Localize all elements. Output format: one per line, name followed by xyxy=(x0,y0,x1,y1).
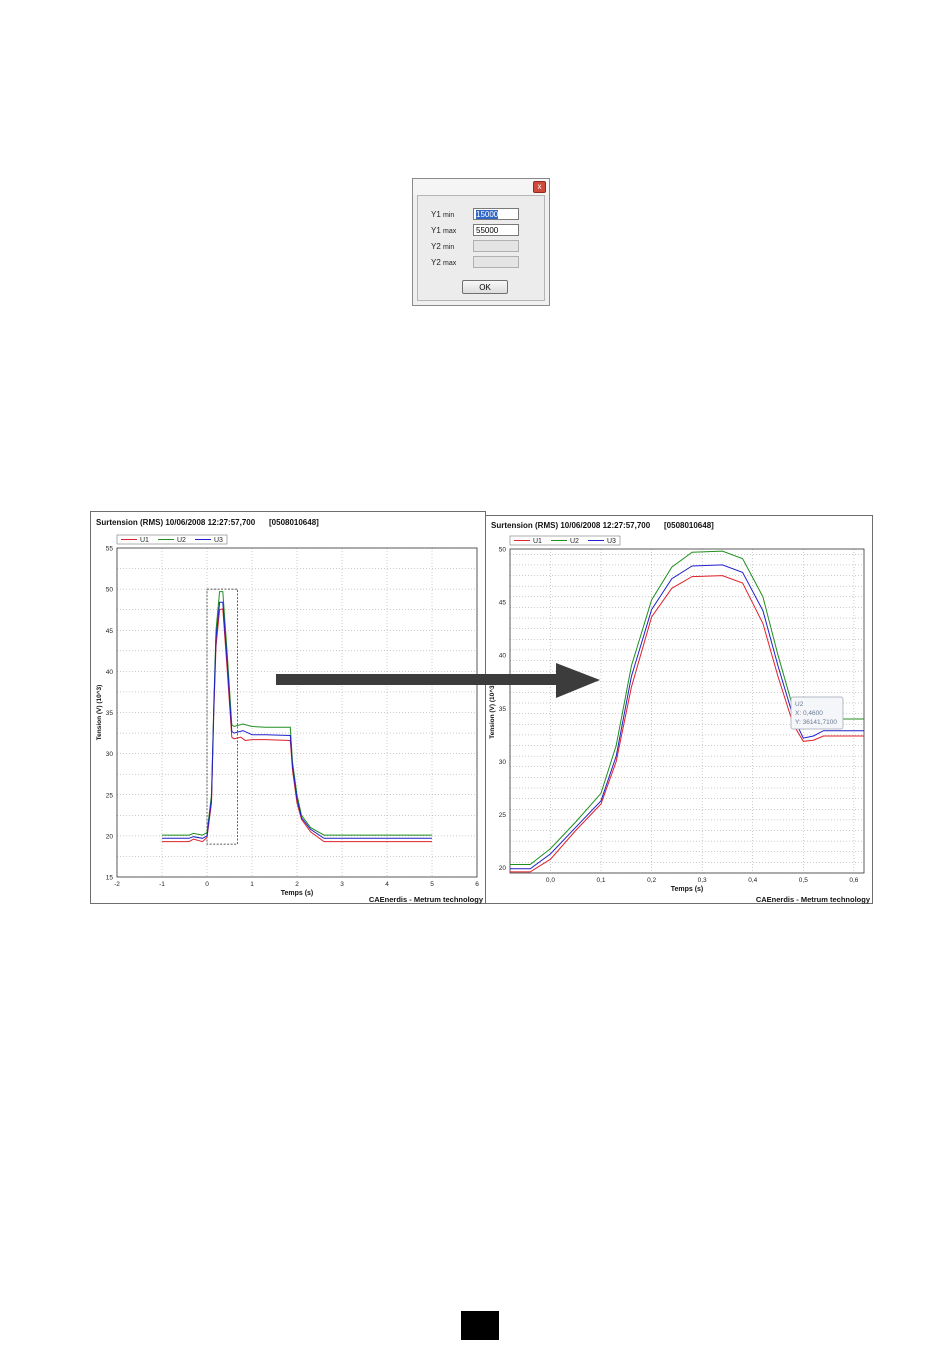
chart-footer: CAEnerdis - Metrum technology xyxy=(756,895,871,904)
x-axis-label: Temps (s) xyxy=(671,886,704,893)
zoom-selection-box xyxy=(206,588,238,845)
chart-panel-full: Surtension (RMS) 10/06/2008 12:27:57,700… xyxy=(90,511,486,904)
y-tick-label: 40 xyxy=(106,669,114,676)
arrow-head xyxy=(556,663,600,698)
x-tick-label: 6 xyxy=(475,881,479,888)
chart-title: Surtension (RMS) 10/06/2008 12:27:57,700 xyxy=(491,521,651,530)
chart-grid xyxy=(116,547,478,878)
chart-serial: [0508010648] xyxy=(269,518,319,527)
dialog-body: Y1 min 15000 Y1 max 55000 Y2 min Y2 max … xyxy=(417,195,545,301)
y-tick-label: 35 xyxy=(499,706,507,713)
data-tooltip: U2 X: 0,4600 Y: 36141,7100 xyxy=(790,696,844,730)
x-tick-label: 0,6 xyxy=(849,877,858,884)
x-tick-label: 0,4 xyxy=(748,877,757,884)
chart-title: Surtension (RMS) 10/06/2008 12:27:57,700 xyxy=(96,518,256,527)
dialog-titlebar: x xyxy=(413,179,549,195)
y-tick-label: 20 xyxy=(499,865,507,872)
x-tick-label: 0,5 xyxy=(799,877,808,884)
chart-legend: U1 U2 U3 xyxy=(509,535,621,546)
y-tick-label: 35 xyxy=(106,710,114,717)
ok-button[interactable]: OK xyxy=(462,280,508,294)
x-tick-label: 2 xyxy=(295,881,299,888)
y1-max-row: Y1 max 55000 xyxy=(431,224,541,238)
tooltip-box xyxy=(790,696,844,730)
chart-zoomed-view: Surtension (RMS) 10/06/2008 12:27:57,700… xyxy=(488,521,871,904)
y-tick-label: 50 xyxy=(499,547,507,554)
y-tick-label: 25 xyxy=(499,812,507,819)
x-axis-label: Temps (s) xyxy=(281,890,314,897)
y1-max-label: Y1 max xyxy=(431,226,457,235)
series-line-u2 xyxy=(162,591,432,836)
axis-ticks: 20 25 30 35 40 45 50 0,0 0,1 0,2 0,3 0,4 0,5 0,6 xyxy=(499,547,859,885)
y1-min-label: Y1 min xyxy=(431,210,455,219)
legend-label-u3: U3 xyxy=(214,537,223,544)
axis-limits-dialog: x Y1 min 15000 Y1 max 55000 Y2 min Y2 ma… xyxy=(412,178,550,306)
chart-serial: [0508010648] xyxy=(664,521,714,530)
zoom-arrow-icon xyxy=(276,663,600,698)
legend-label-u2: U2 xyxy=(177,537,186,544)
series-line-u1 xyxy=(510,575,864,873)
plot-area-frame xyxy=(116,547,478,878)
chart-panel-zoom: Surtension (RMS) 10/06/2008 12:27:57,700… xyxy=(485,515,873,904)
x-tick-label: -1 xyxy=(159,881,165,888)
page-number-box xyxy=(461,1311,499,1340)
tooltip-x: X: 0,4600 xyxy=(795,710,823,717)
series-line-u3 xyxy=(162,601,432,839)
y2-max-row: Y2 max xyxy=(431,256,541,270)
y1-max-input[interactable]: 55000 xyxy=(473,224,519,236)
x-tick-label: 0,1 xyxy=(597,877,606,884)
y-tick-label: 55 xyxy=(106,546,114,553)
x-tick-label: 3 xyxy=(340,881,344,888)
y-tick-label: 40 xyxy=(499,653,507,660)
legend-label-u1: U1 xyxy=(533,538,542,545)
y1-min-row: Y1 min 15000 xyxy=(431,208,541,222)
y-tick-label: 30 xyxy=(106,751,114,758)
y-tick-label: 25 xyxy=(106,792,114,799)
series-line-u1 xyxy=(162,608,432,843)
y-axis-label: Tension (V) (10^3) xyxy=(488,683,496,739)
legend-label-u2: U2 xyxy=(570,538,579,545)
tooltip-y: Y: 36141,7100 xyxy=(795,719,837,726)
y2-min-input xyxy=(473,240,519,252)
y-tick-label: 45 xyxy=(106,628,114,635)
legend-label-u3: U3 xyxy=(607,538,616,545)
chart-legend: U1 U2 U3 xyxy=(116,534,228,545)
y2-max-label: Y2 max xyxy=(431,258,457,267)
tooltip-series: U2 xyxy=(795,701,804,708)
x-tick-label: 0,0 xyxy=(546,877,555,884)
y2-min-label: Y2 min xyxy=(431,242,455,251)
legend-label-u1: U1 xyxy=(140,537,149,544)
x-tick-label: 4 xyxy=(385,881,389,888)
y-tick-label: 50 xyxy=(106,587,114,594)
arrow-shaft xyxy=(276,674,560,685)
series-line-u3 xyxy=(510,564,864,870)
x-tick-label: 0,2 xyxy=(647,877,656,884)
y-tick-label: 15 xyxy=(106,875,114,882)
plot-area-frame xyxy=(509,548,865,874)
x-tick-label: 5 xyxy=(430,881,434,888)
chart-footer: CAEnerdis - Metrum technology xyxy=(369,895,484,904)
y-axis-label: Tension (V) (10^3) xyxy=(95,685,103,741)
y-tick-label: 20 xyxy=(106,833,114,840)
x-tick-label: -2 xyxy=(114,881,120,888)
x-tick-label: 0,3 xyxy=(698,877,707,884)
close-button[interactable]: x xyxy=(533,181,546,193)
x-tick-label: 1 xyxy=(250,881,254,888)
y2-max-input xyxy=(473,256,519,268)
y-tick-label: 30 xyxy=(499,759,507,766)
y1-min-input[interactable]: 15000 xyxy=(473,208,519,220)
y2-min-row: Y2 min xyxy=(431,240,541,254)
x-tick-label: 0 xyxy=(205,881,209,888)
y-tick-label: 45 xyxy=(499,600,507,607)
chart-full-view: Surtension (RMS) 10/06/2008 12:27:57,700… xyxy=(95,518,484,904)
